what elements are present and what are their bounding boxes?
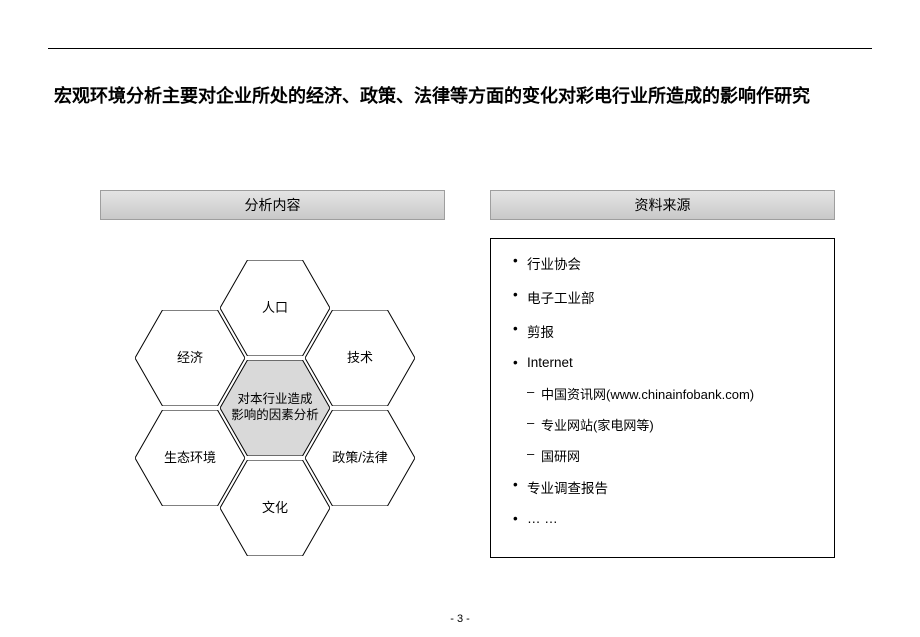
hexagon-diagram: 对本行业造成影响的因素分析 人口 技术 政策/法律 文化 生态环境 经济 bbox=[85, 235, 455, 575]
source-item: 剪报 bbox=[513, 321, 824, 341]
hex-top-right-label: 技术 bbox=[305, 310, 415, 406]
top-rule bbox=[48, 48, 872, 49]
sources-box: 行业协会 电子工业部 剪报 Internet 中国资讯网(www.chinain… bbox=[490, 238, 835, 558]
hex-bottom-left: 生态环境 bbox=[135, 410, 245, 506]
page-title: 宏观环境分析主要对企业所处的经济、政策、法律等方面的变化对彩电行业所造成的影响作… bbox=[54, 84, 864, 108]
hex-top-left-label: 经济 bbox=[135, 310, 245, 406]
header-analysis: 分析内容 bbox=[100, 190, 445, 220]
hex-top-left: 经济 bbox=[135, 310, 245, 406]
source-subitem: 专业网站(家电网等) bbox=[513, 415, 824, 434]
source-subitem: 国研网 bbox=[513, 446, 824, 465]
sources-list: 行业协会 电子工业部 剪报 Internet 中国资讯网(www.chinain… bbox=[513, 253, 824, 526]
source-item: 电子工业部 bbox=[513, 287, 824, 307]
hex-bottom-left-label: 生态环境 bbox=[135, 410, 245, 506]
page-number: - 3 - bbox=[0, 613, 920, 625]
header-sources: 资料来源 bbox=[490, 190, 835, 220]
source-item: … … bbox=[513, 511, 824, 526]
source-subitem: 中国资讯网(www.chinainfobank.com) bbox=[513, 384, 824, 403]
source-item: 行业协会 bbox=[513, 253, 824, 273]
source-item: Internet bbox=[513, 355, 824, 370]
source-item: 专业调查报告 bbox=[513, 477, 824, 497]
hex-top-right: 技术 bbox=[305, 310, 415, 406]
